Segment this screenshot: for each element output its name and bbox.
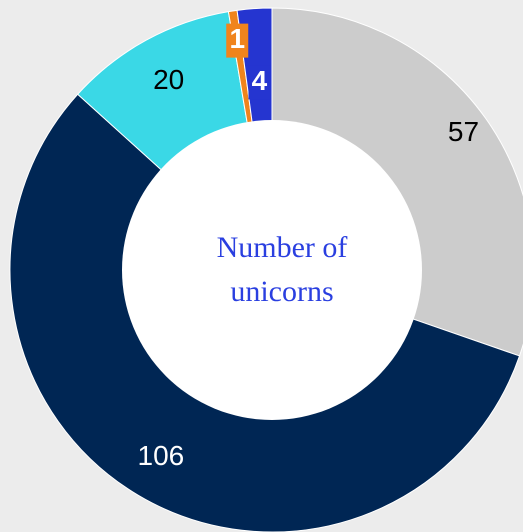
data-label: 20	[153, 64, 184, 95]
data-label: 106	[138, 440, 185, 471]
label-box	[226, 23, 249, 58]
data-label: 57	[448, 116, 479, 147]
data-label: 4	[252, 65, 268, 96]
data-label: 1	[229, 23, 245, 54]
label-box	[248, 65, 271, 100]
title-line: unicorns	[230, 275, 333, 308]
title-line: Number of	[217, 231, 348, 264]
chart-title: Number of unicorns	[217, 231, 348, 308]
donut-hole	[122, 120, 422, 420]
